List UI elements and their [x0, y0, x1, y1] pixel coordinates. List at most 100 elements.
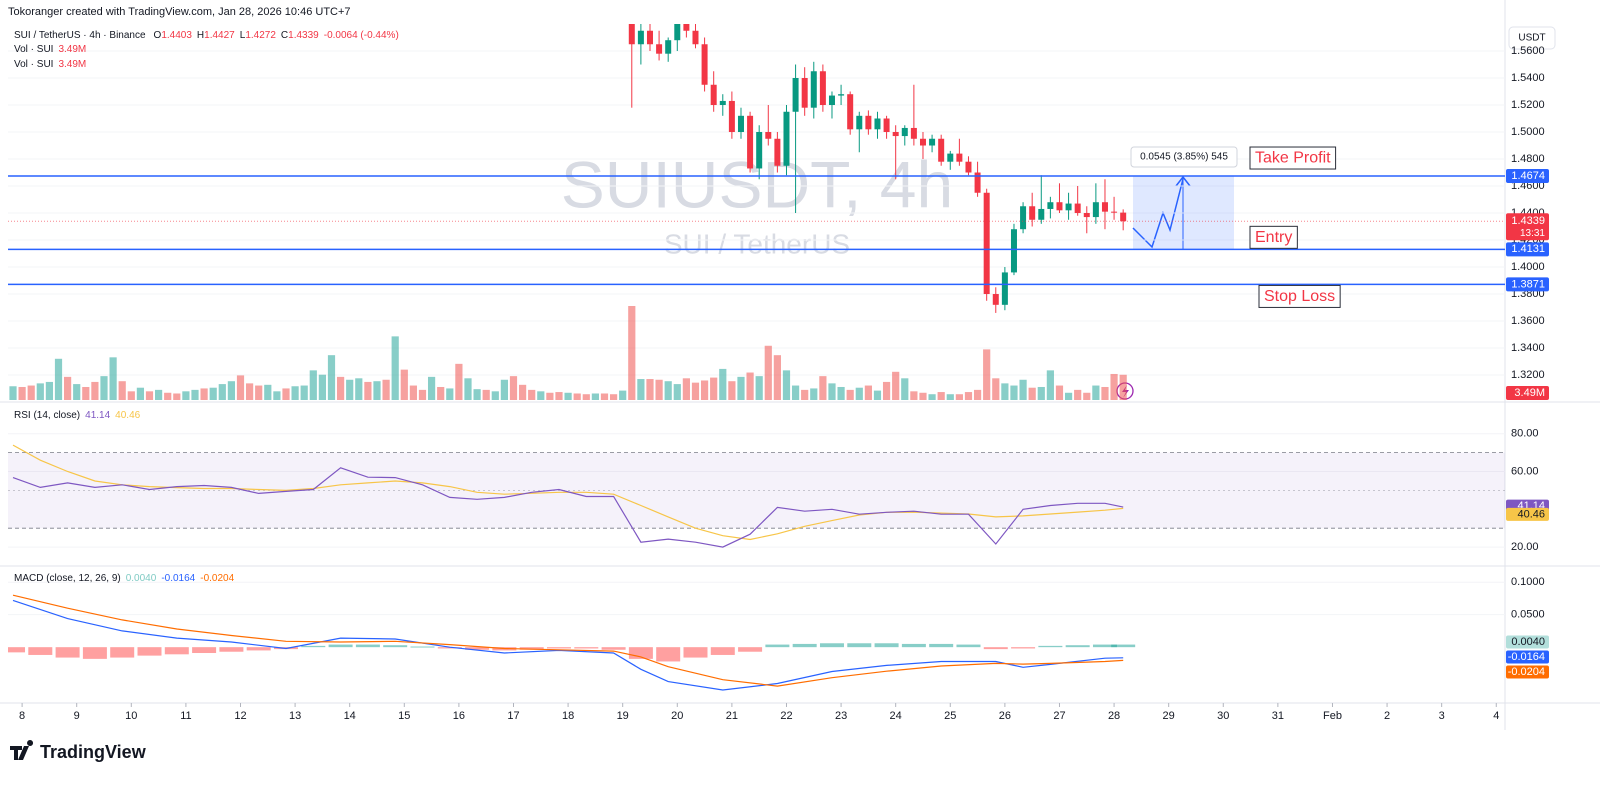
candle-body [737, 115, 744, 133]
ohlc-value: 1.4427 [204, 30, 235, 41]
macd-histogram-bar [465, 647, 490, 650]
volume-bar [491, 391, 499, 400]
candle-body [747, 115, 754, 169]
indicator-line [12, 594, 1124, 687]
symbol: SUI / TetherUS · 4h · Binance [14, 30, 146, 41]
macd-histogram-bar [519, 647, 544, 650]
candle-body [783, 111, 790, 166]
macd-histogram-bar [192, 647, 217, 654]
y-tick-label: 1.4000 [1511, 261, 1545, 273]
x-tick-label: 13 [289, 710, 301, 722]
volume-bar [700, 380, 709, 400]
currency-box[interactable] [1508, 26, 1556, 50]
x-tick-label: 25 [944, 710, 956, 722]
volume-bar [973, 389, 982, 400]
volume-bar [1092, 385, 1100, 400]
volume-bar [655, 379, 663, 400]
macd-histogram-bar [765, 644, 790, 648]
candle-body [1056, 202, 1063, 211]
macd-histogram-bar [819, 643, 844, 648]
volume-bar [764, 345, 772, 400]
volume-bar [719, 368, 727, 400]
macd-histogram-bar [110, 647, 135, 658]
volume-bar [1101, 386, 1109, 400]
volume-bar [236, 375, 245, 400]
change: -0.0064 (-0.44%) [324, 30, 399, 41]
volume-bar [1037, 386, 1045, 400]
volume-bar [346, 379, 354, 400]
candle-body [847, 94, 854, 130]
volume-bar [964, 392, 973, 400]
volume-bar [155, 389, 163, 400]
volume-bar [946, 394, 954, 400]
volume-bar [1010, 385, 1018, 400]
volume-bar [837, 386, 845, 400]
macd-histogram-bar [383, 645, 408, 648]
candle-body [692, 30, 699, 45]
volume-bar [873, 390, 882, 400]
rsi-title: RSI (14, close) [14, 410, 80, 421]
candle-body [637, 30, 644, 45]
x-tick-label: 12 [234, 710, 246, 722]
volume-bar [364, 381, 372, 400]
x-tick-label: 14 [344, 710, 356, 722]
level-tag: 1.4131 [1511, 243, 1545, 255]
volume-bar [846, 389, 854, 400]
x-tick-label: 11 [180, 710, 191, 722]
x-tick-label: 30 [1217, 710, 1229, 722]
credit: Tokoranger created with TradingView.com,… [8, 6, 351, 18]
candle-body [701, 44, 708, 85]
candle-body [1065, 203, 1072, 211]
volume-bar [18, 386, 26, 400]
volume-bar [537, 391, 545, 400]
macd-histogram-bar [901, 643, 926, 648]
volume-bar [209, 387, 217, 400]
candle-body [1038, 208, 1045, 220]
level-label: Entry [1255, 229, 1292, 246]
x-tick-label: 17 [507, 710, 519, 722]
macd-histogram-bar [956, 644, 981, 648]
ohlc-value: 1.4403 [161, 30, 192, 41]
candle-body [1047, 202, 1054, 209]
volume-bar [355, 378, 363, 400]
volume-tag-bg [1506, 386, 1549, 400]
x-tick-label: 31 [1272, 710, 1284, 722]
candle-body [892, 132, 899, 137]
volume-name: Vol · SUI [14, 44, 53, 55]
volume-bar [245, 383, 254, 400]
volume-bar [619, 390, 627, 400]
volume-bar [100, 376, 108, 400]
volume-bar [710, 377, 718, 400]
macd-histogram-bar [574, 647, 599, 649]
volume-bar [437, 386, 445, 400]
y-tick-label: 1.5200 [1511, 99, 1545, 111]
candle-body [828, 95, 835, 106]
x-tick-label: 26 [999, 710, 1011, 722]
volume-bar [409, 385, 417, 400]
volume-bar [1064, 392, 1073, 400]
volume-bar [828, 383, 836, 400]
volume-bar [1083, 392, 1091, 400]
volume-bar [127, 391, 135, 400]
candle-body [901, 127, 908, 137]
watermark-subtitle: SUI / TetherUS [664, 228, 850, 259]
ohlc-key: O [154, 30, 162, 41]
macd-histogram-bar [601, 647, 626, 650]
x-tick-label: 22 [780, 710, 792, 722]
volume-bar [291, 386, 299, 400]
candle-body [992, 294, 999, 305]
candle-body [628, 24, 635, 45]
level-label: Stop Loss [1264, 288, 1335, 305]
candle-body [1029, 206, 1036, 220]
candle-body [1083, 213, 1090, 218]
volume-legend: Vol · SUI 3.49M [14, 59, 86, 70]
y-tick-label: 1.3600 [1511, 315, 1545, 327]
macd-histogram-bar [28, 647, 53, 655]
candle-body [765, 132, 772, 139]
level-tag: 1.4674 [1511, 170, 1545, 182]
candle-body [929, 138, 936, 146]
volume-bar [145, 391, 154, 400]
volume-bar [309, 370, 317, 400]
macd-histogram-bar [82, 647, 107, 659]
